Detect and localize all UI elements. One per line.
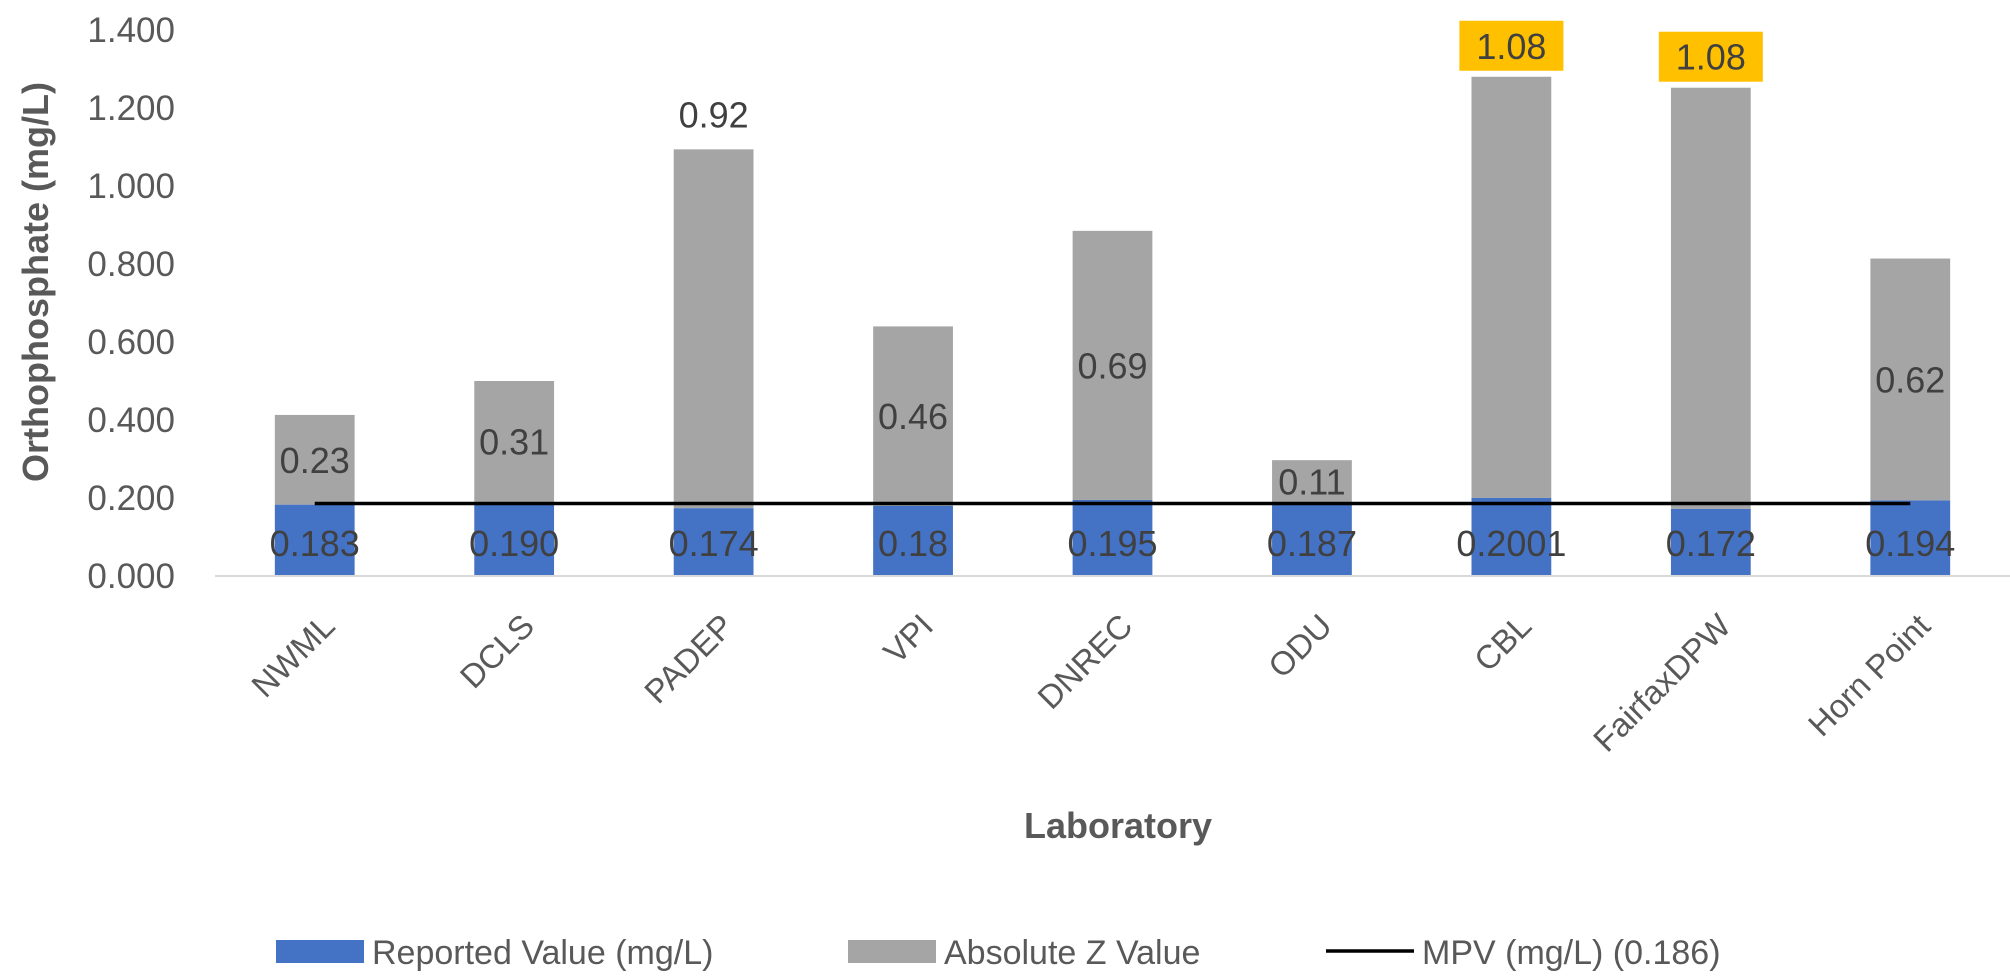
bars — [274, 76, 1951, 576]
bar-reported-value — [274, 504, 355, 576]
data-label-reported: 0.183 — [270, 523, 360, 564]
x-tick-label: VPI — [876, 607, 940, 671]
y-tick-label: 0.000 — [87, 557, 175, 596]
data-label-reported: 0.18 — [878, 523, 948, 564]
bar-absolute-z-value — [1870, 258, 1951, 501]
legend: Reported Value (mg/L) Absolute Z Value M… — [276, 934, 1721, 972]
bar-reported-value — [1272, 503, 1352, 576]
x-tick-label: FairfaxDPW — [1586, 606, 1739, 759]
x-tick-label: PADEP — [637, 607, 741, 711]
data-label-reported: 0.187 — [1267, 523, 1357, 564]
data-label-highlight — [1459, 20, 1564, 71]
data-labels: 0.183 0.23 0.190 0.31 0.174 0.92 0.18 0.46 0.195… — [270, 20, 1955, 564]
x-tick-label: Horn Point — [1801, 607, 1937, 743]
y-tick-label: 1.400 — [87, 11, 175, 50]
data-label-reported: 0.2001 — [1456, 523, 1566, 564]
x-tick-label: DCLS — [453, 607, 541, 695]
x-tick-label: CBL — [1467, 607, 1539, 679]
bar-absolute-z-value — [1471, 76, 1552, 498]
y-axis-title: Orthophosphate (mg/L) — [15, 82, 56, 482]
legend-label-reported: Reported Value (mg/L) — [372, 934, 713, 972]
y-tick-label: 0.600 — [87, 323, 175, 362]
data-label-reported: 0.174 — [669, 523, 759, 564]
x-tick-label: DNREC — [1030, 607, 1139, 716]
data-label-absolute-z: 0.62 — [1875, 359, 1945, 400]
y-axis-ticks: 0.000 0.200 0.400 0.600 0.800 1.000 1.200 1.400 — [87, 11, 175, 596]
data-label-reported: 0.194 — [1865, 523, 1955, 564]
y-tick-label: 1.000 — [87, 167, 175, 206]
bar-reported-value — [873, 505, 953, 576]
bar-absolute-z-value — [1272, 460, 1352, 504]
legend-swatch-zvalue — [848, 940, 936, 963]
legend-label-mpv: MPV (mg/L) (0.186) — [1422, 934, 1721, 972]
data-label-absolute-z: 0.46 — [878, 396, 948, 437]
data-label-reported: 0.172 — [1666, 523, 1756, 564]
bar-reported-value — [1670, 508, 1751, 576]
bar-reported-value — [474, 501, 555, 576]
legend-swatch-reported — [276, 940, 364, 963]
data-label-absolute-z: 0.11 — [1278, 462, 1345, 503]
data-label-absolute-z: 1.08 — [1476, 26, 1546, 67]
data-label-reported: 0.195 — [1067, 523, 1157, 564]
x-axis-title: Laboratory — [1024, 805, 1212, 846]
bar-absolute-z-value — [1670, 87, 1751, 509]
bar-reported-value — [1471, 497, 1552, 576]
bar-absolute-z-value — [873, 326, 953, 506]
y-tick-label: 0.200 — [87, 479, 175, 518]
bar-reported-value — [1072, 499, 1153, 576]
bar-absolute-z-value — [274, 414, 355, 505]
data-label-absolute-z: 0.69 — [1077, 345, 1147, 386]
y-tick-label: 0.400 — [87, 401, 175, 440]
data-label-absolute-z: 0.31 — [479, 421, 549, 462]
bar-reported-value — [673, 508, 754, 576]
bar-absolute-z-value — [673, 149, 754, 509]
data-label-absolute-z: 1.08 — [1676, 37, 1746, 78]
y-tick-label: 1.200 — [87, 89, 175, 128]
data-label-highlight — [1658, 31, 1763, 82]
data-label-absolute-z: 0.23 — [280, 440, 350, 481]
y-tick-label: 0.800 — [87, 245, 175, 284]
bar-absolute-z-value — [1072, 230, 1153, 500]
data-label-absolute-z: 0.92 — [679, 94, 749, 135]
x-tick-label: ODU — [1261, 607, 1339, 685]
bar-reported-value — [1870, 500, 1951, 576]
bar-absolute-z-value — [474, 381, 555, 502]
legend-label-zvalue: Absolute Z Value — [944, 934, 1200, 972]
data-label-reported: 0.190 — [469, 523, 559, 564]
x-tick-label: NWML — [244, 607, 341, 704]
x-axis-ticks: NWML DCLS PADEP VPI DNREC ODU CBL FairfaxDPW Hor… — [244, 606, 1937, 759]
